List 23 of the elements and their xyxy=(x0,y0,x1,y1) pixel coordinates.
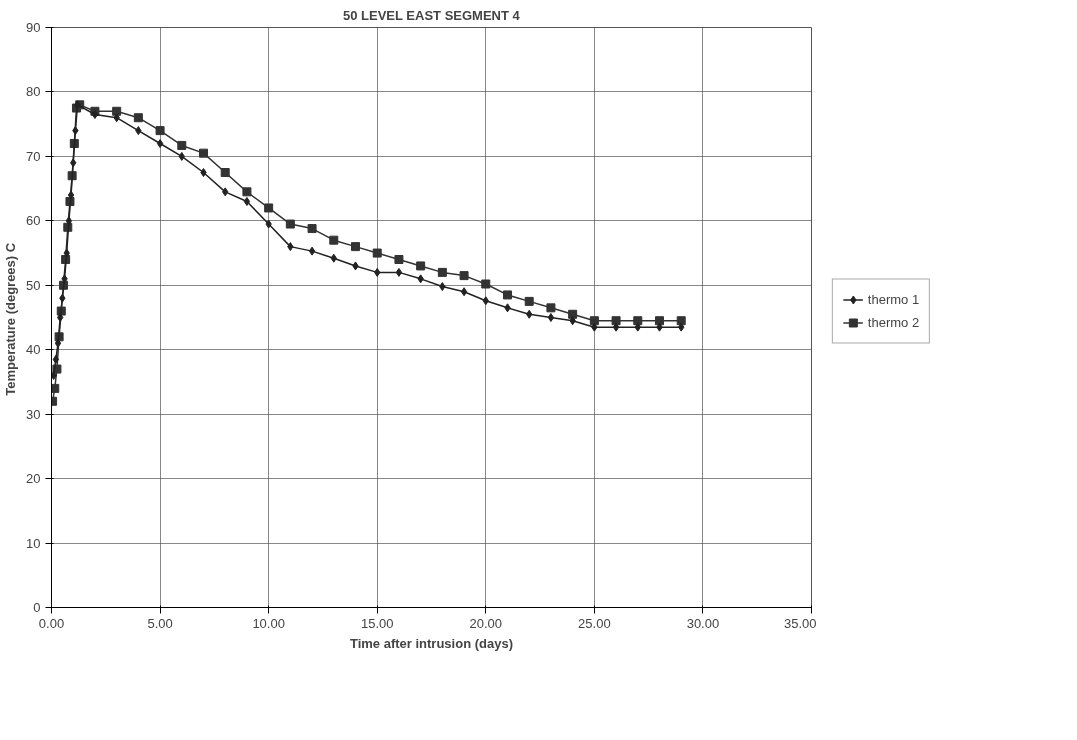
x-tick-label: 10.00 xyxy=(252,615,285,631)
x-tick-label: 25.00 xyxy=(578,615,611,631)
y-tick-label: 70 xyxy=(26,148,41,164)
x-tick-label: 30.00 xyxy=(686,615,720,631)
y-tick-label: 90 xyxy=(26,20,41,35)
x-tick-label: 0.00 xyxy=(38,615,65,631)
y-tick-label: 80 xyxy=(26,84,41,100)
chart-title: 50 LEVEL EAST SEGMENT 4 xyxy=(343,7,521,23)
y-tick-label: 20 xyxy=(26,471,41,487)
legend-label: thermo 1 xyxy=(867,291,920,307)
y-tick-label: 0 xyxy=(33,600,41,615)
y-tick-label: 40 xyxy=(26,342,41,358)
y-axis-title: Temperature (degrees) C xyxy=(3,242,19,396)
x-tick-label: 15.00 xyxy=(360,615,394,631)
x-axis-title: Time after intrusion (days) xyxy=(349,635,514,651)
x-tick-label: 20.00 xyxy=(469,615,503,631)
y-tick-label: 30 xyxy=(26,406,41,422)
y-tick-label: 60 xyxy=(26,213,41,229)
y-tick-label: 10 xyxy=(26,535,41,551)
legend-label: thermo 2 xyxy=(867,314,920,330)
x-tick-label: 35.00 xyxy=(783,615,817,631)
y-tick-label: 50 xyxy=(26,277,41,293)
x-tick-label: 5.00 xyxy=(147,615,173,631)
